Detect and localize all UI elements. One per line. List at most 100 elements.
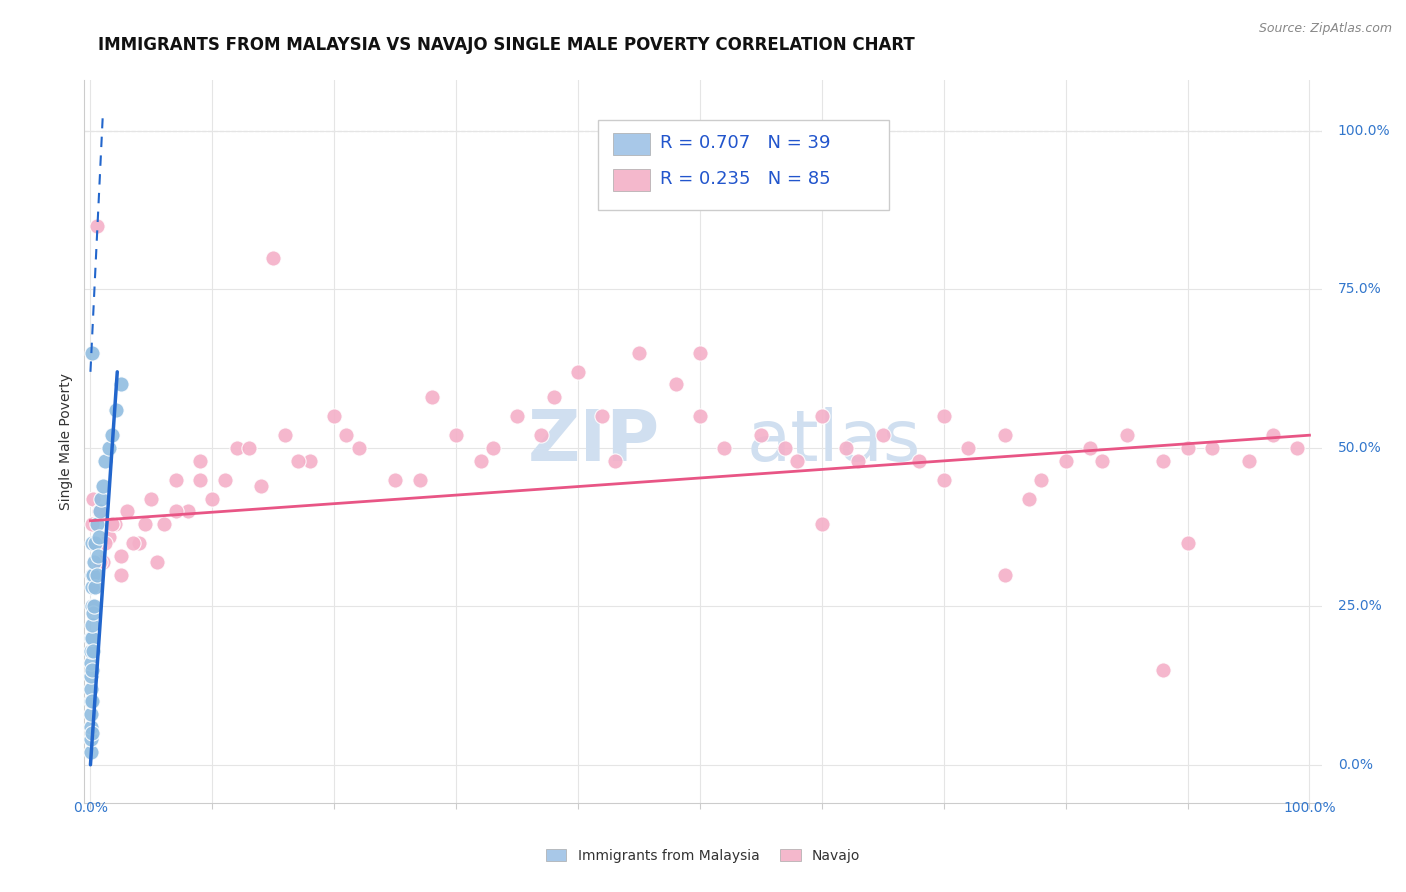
Point xyxy=(408,473,430,487)
Point xyxy=(86,567,108,582)
Point xyxy=(591,409,613,424)
Point xyxy=(110,549,132,563)
Point xyxy=(110,567,132,582)
Text: IMMIGRANTS FROM MALAYSIA VS NAVAJO SINGLE MALE POVERTY CORRELATION CHART: IMMIGRANTS FROM MALAYSIA VS NAVAJO SINGL… xyxy=(98,36,915,54)
Point xyxy=(80,681,103,696)
Point xyxy=(470,453,492,467)
Point xyxy=(384,473,406,487)
Point xyxy=(444,428,467,442)
Text: 75.0%: 75.0% xyxy=(1337,283,1382,296)
Text: atlas: atlas xyxy=(747,407,921,476)
Point xyxy=(1237,453,1260,467)
Point xyxy=(80,599,103,614)
Point xyxy=(811,516,834,531)
Point xyxy=(141,491,163,506)
Point xyxy=(80,346,103,360)
Point xyxy=(848,453,870,467)
Point xyxy=(80,694,103,708)
Point xyxy=(110,377,132,392)
Point xyxy=(94,453,117,467)
Point xyxy=(908,453,931,467)
Point xyxy=(994,428,1017,442)
Point xyxy=(82,567,104,582)
Point xyxy=(872,428,894,442)
Text: R = 0.707   N = 39: R = 0.707 N = 39 xyxy=(659,134,830,153)
Text: 25.0%: 25.0% xyxy=(1337,599,1382,614)
Point xyxy=(104,516,127,531)
Bar xyxy=(613,133,650,154)
Bar xyxy=(613,169,650,191)
Point xyxy=(122,536,145,550)
Point xyxy=(1201,441,1223,455)
Point xyxy=(481,441,503,455)
Point xyxy=(749,428,772,442)
Legend: Immigrants from Malaysia, Navajo: Immigrants from Malaysia, Navajo xyxy=(540,843,866,868)
Text: 50.0%: 50.0% xyxy=(1337,441,1382,455)
Text: 0.0%: 0.0% xyxy=(73,801,108,815)
Text: R = 0.235   N = 85: R = 0.235 N = 85 xyxy=(659,170,831,188)
Point xyxy=(250,479,273,493)
Point xyxy=(83,536,105,550)
Point xyxy=(80,726,103,740)
Point xyxy=(83,599,105,614)
Point xyxy=(335,428,357,442)
Point xyxy=(214,473,236,487)
Point xyxy=(811,409,834,424)
FancyBboxPatch shape xyxy=(598,120,889,211)
Point xyxy=(82,606,104,620)
Point xyxy=(1261,428,1284,442)
Point xyxy=(89,504,111,518)
Point xyxy=(1177,441,1199,455)
Point xyxy=(347,441,370,455)
Point xyxy=(80,707,103,722)
Point xyxy=(80,567,103,582)
Point xyxy=(105,402,128,417)
Point xyxy=(80,657,103,671)
Point xyxy=(932,409,955,424)
Point xyxy=(152,516,174,531)
Point xyxy=(165,504,187,518)
Text: ZIP: ZIP xyxy=(527,407,659,476)
Point xyxy=(298,453,321,467)
Point xyxy=(287,453,309,467)
Point xyxy=(80,643,103,657)
Point xyxy=(82,580,104,594)
Point xyxy=(188,453,211,467)
Point xyxy=(1286,441,1309,455)
Text: 100.0%: 100.0% xyxy=(1337,124,1391,138)
Point xyxy=(994,567,1017,582)
Point xyxy=(84,580,107,594)
Point xyxy=(835,441,858,455)
Point xyxy=(1177,536,1199,550)
Point xyxy=(786,453,808,467)
Point xyxy=(82,643,104,657)
Point xyxy=(87,549,110,563)
Point xyxy=(1031,473,1053,487)
Point xyxy=(80,745,103,759)
Point xyxy=(713,441,735,455)
Point xyxy=(603,453,626,467)
Point xyxy=(420,390,443,404)
Point xyxy=(506,409,529,424)
Point xyxy=(1018,491,1040,506)
Point xyxy=(627,346,650,360)
Y-axis label: Single Male Poverty: Single Male Poverty xyxy=(59,373,73,510)
Point xyxy=(238,441,260,455)
Point xyxy=(775,441,797,455)
Point xyxy=(1091,453,1114,467)
Point xyxy=(543,390,565,404)
Point xyxy=(225,441,247,455)
Point xyxy=(115,504,138,518)
Point xyxy=(274,428,297,442)
Point xyxy=(84,536,107,550)
Point xyxy=(91,555,114,569)
Point xyxy=(101,428,124,442)
Point xyxy=(82,599,104,614)
Point xyxy=(91,479,114,493)
Point xyxy=(80,516,103,531)
Point xyxy=(86,516,108,531)
Text: Source: ZipAtlas.com: Source: ZipAtlas.com xyxy=(1258,22,1392,36)
Point xyxy=(97,530,120,544)
Point xyxy=(80,720,103,734)
Point xyxy=(94,536,117,550)
